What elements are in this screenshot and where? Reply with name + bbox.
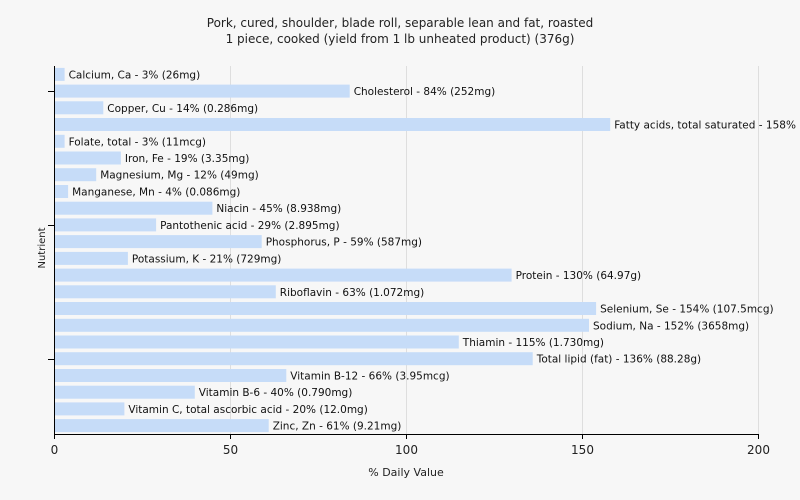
data-label: Magnesium, Mg - 12% (49mg) — [100, 170, 259, 182]
data-label: Selenium, Se - 154% (107.5mcg) — [600, 304, 774, 316]
data-label: Niacin - 45% (8.938mg) — [216, 203, 341, 215]
bar — [54, 251, 128, 265]
bar — [54, 118, 611, 131]
data-label: Copper, Cu - 14% (0.286mg) — [107, 103, 258, 115]
bar — [54, 67, 65, 81]
bar — [54, 185, 69, 198]
data-label: Total lipid (fat) - 136% (88.28g) — [536, 354, 701, 366]
bar — [54, 218, 157, 232]
bar — [54, 402, 125, 416]
chart-title-line-1: Pork, cured, shoulder, blade roll, separ… — [206, 16, 594, 30]
data-label: Protein - 130% (64.97g) — [516, 270, 642, 282]
data-label: Potassium, K - 21% (729mg) — [132, 253, 282, 265]
bar — [54, 318, 589, 332]
bar — [54, 134, 65, 148]
x-tick-label: 50 — [223, 443, 238, 457]
data-label: Vitamin C, total ascorbic acid - 20% (12… — [128, 404, 367, 416]
x-axis-title: % Daily Value — [368, 466, 444, 479]
bar — [54, 168, 97, 182]
x-tick-label: 100 — [395, 443, 418, 457]
x-tick-label: 150 — [571, 443, 594, 457]
x-tick-label: 200 — [747, 443, 770, 457]
data-label: Folate, total - 3% (11mcg) — [69, 136, 206, 148]
data-label: Sodium, Na - 152% (3658mg) — [593, 320, 749, 332]
bar — [54, 285, 276, 299]
data-label: Iron, Fe - 19% (3.35mg) — [125, 153, 249, 165]
x-tick-label: 0 — [51, 443, 59, 457]
bar — [54, 419, 269, 433]
data-label: Calcium, Ca - 3% (26mg) — [69, 69, 201, 81]
data-labels: Calcium, Ca - 3% (26mg) Cholesterol - 84%… — [69, 69, 800, 432]
bar — [54, 101, 104, 115]
chart-title-line-2: 1 piece, cooked (yield from 1 lb unheate… — [225, 32, 575, 46]
data-label: Fatty acids, total saturated - 158% (31.… — [614, 120, 800, 132]
bar — [54, 268, 512, 282]
bar — [54, 235, 262, 249]
bars — [54, 67, 611, 433]
x-axis-ticks: 0 50 100 150 200 — [48, 91, 770, 457]
data-label: Manganese, Mn - 4% (0.086mg) — [72, 187, 240, 199]
bar — [54, 84, 350, 98]
y-axis-title: Nutrient — [37, 227, 48, 268]
data-label: Cholesterol - 84% (252mg) — [354, 86, 496, 98]
bar — [54, 352, 533, 366]
bar — [54, 201, 213, 215]
data-label: Vitamin B-6 - 40% (0.790mg) — [199, 387, 353, 399]
bar — [54, 335, 459, 349]
data-label: Phosphorus, P - 59% (587mg) — [266, 237, 422, 249]
data-label: Thiamin - 115% (1.730mg) — [462, 337, 604, 349]
data-label: Riboflavin - 63% (1.072mg) — [280, 287, 424, 299]
data-label: Zinc, Zn - 61% (9.21mg) — [273, 421, 402, 433]
bar — [54, 302, 597, 315]
bar — [54, 369, 287, 382]
data-label: Pantothenic acid - 29% (2.895mg) — [160, 220, 339, 232]
bar — [54, 151, 121, 165]
data-label: Vitamin B-12 - 66% (3.95mcg) — [290, 371, 449, 383]
bar — [54, 385, 195, 399]
